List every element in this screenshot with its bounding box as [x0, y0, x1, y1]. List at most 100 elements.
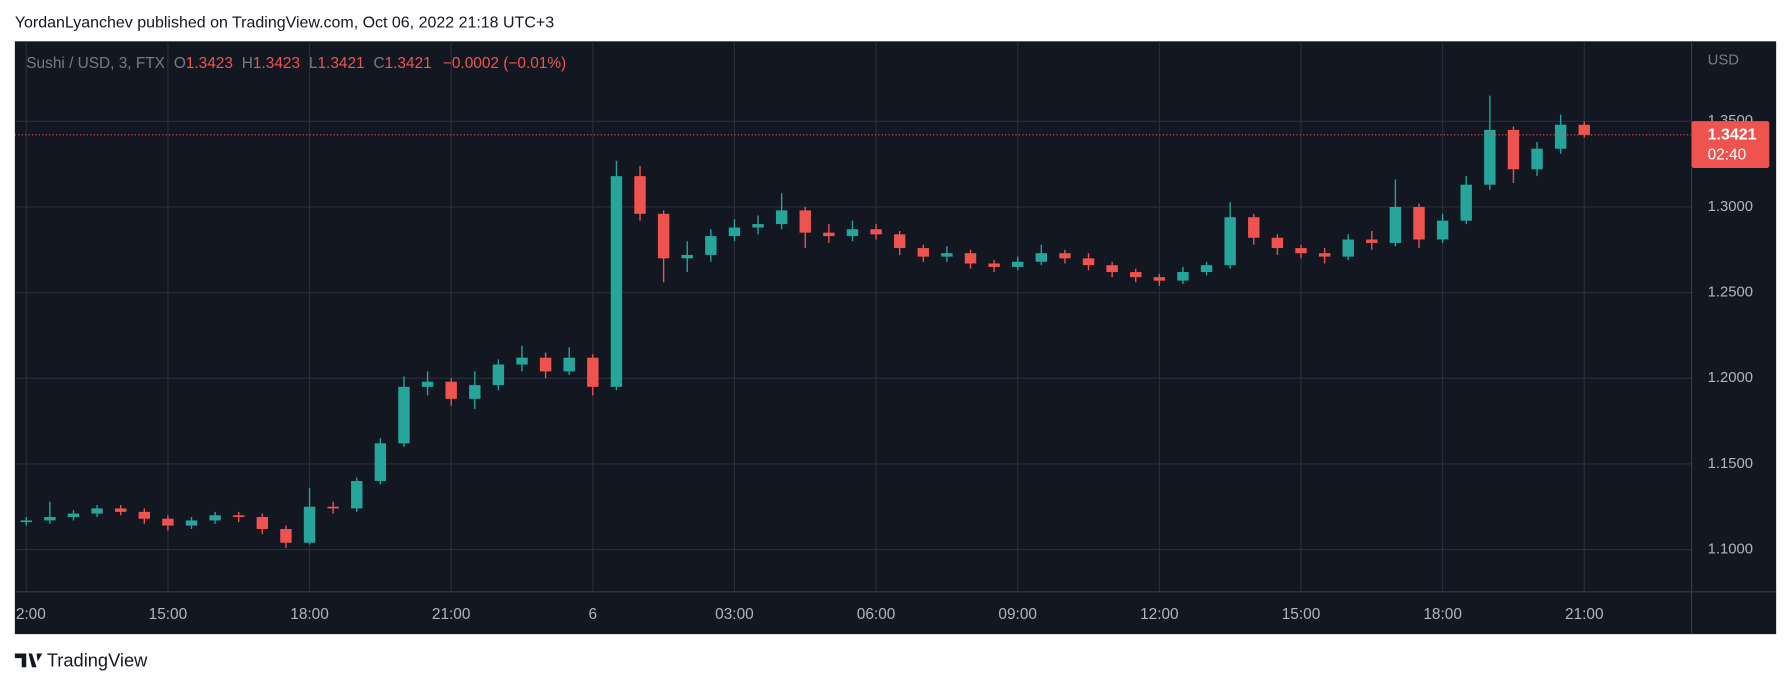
candle-body	[20, 520, 32, 523]
candle-body	[1059, 253, 1071, 259]
candle-body	[893, 234, 906, 249]
candle-body	[1389, 206, 1402, 243]
candle-body	[445, 381, 457, 399]
y-tick-label: 1.3000	[1708, 199, 1753, 215]
legend-key: H	[242, 55, 253, 72]
candle-body	[1318, 253, 1331, 257]
candle-body	[469, 385, 481, 399]
candle-body	[280, 528, 292, 543]
candle-body	[398, 386, 410, 444]
candle-body	[988, 263, 1000, 267]
legend-key: L	[309, 55, 318, 72]
x-tick-label: 06:00	[857, 606, 896, 623]
candle-body	[1012, 261, 1024, 267]
candle-body	[256, 517, 269, 529]
candle-body	[327, 506, 339, 509]
candle-body	[657, 213, 670, 259]
candle-body	[752, 224, 764, 228]
candle-body	[1460, 184, 1472, 221]
candle-body	[1224, 217, 1236, 266]
legend-value: 1.3421	[385, 55, 432, 72]
axes: 1.10001.15001.20001.25001.30001.35002:00…	[16, 113, 1770, 623]
candle-body	[964, 253, 977, 264]
last-price-label: 1.3421	[1708, 127, 1757, 144]
candle-body	[846, 229, 859, 237]
candle-body	[492, 364, 505, 386]
candle-body	[917, 248, 930, 257]
brand-logo	[14, 653, 43, 668]
candle-body	[1271, 237, 1284, 249]
candle-body	[516, 357, 528, 365]
candle-body	[1200, 265, 1213, 273]
candle-body	[587, 357, 599, 387]
candle-body	[1413, 206, 1425, 240]
candle-body	[1554, 124, 1567, 149]
candle-body	[1484, 129, 1496, 185]
candle-body	[1366, 239, 1378, 243]
symbol: Sushi / USD, 3, FTX	[26, 55, 165, 72]
candle-body	[67, 513, 80, 518]
candle-body	[162, 518, 174, 526]
x-tick-label: 18:00	[290, 606, 329, 623]
candle-body	[421, 381, 434, 387]
candle-body	[539, 357, 552, 372]
legend-value: 1.3423	[253, 55, 300, 72]
candle-body	[870, 229, 882, 235]
x-tick-label: 09:00	[998, 606, 1037, 623]
candles	[14, 95, 1692, 548]
currency-label: USD	[1708, 53, 1739, 69]
countdown-label: 02:40	[1708, 146, 1747, 163]
candle-body	[610, 176, 623, 387]
y-tick-label: 1.2000	[1708, 370, 1753, 386]
legend-key: C	[373, 55, 384, 72]
x-tick-label: 6	[589, 606, 598, 623]
candle-body	[681, 254, 693, 259]
publish-info: YordanLyanchev published on TradingView.…	[15, 14, 554, 31]
candle-body	[563, 357, 575, 372]
candle-body	[799, 210, 811, 233]
x-tick-label: 21:00	[1565, 606, 1604, 623]
candle-body	[1130, 272, 1142, 278]
candle-body	[1082, 258, 1095, 266]
x-tick-label: 03:00	[715, 606, 754, 623]
candle-body	[705, 236, 717, 255]
legend-value: 1.3423	[186, 55, 233, 72]
candle-body	[1153, 277, 1166, 281]
candle-body	[1248, 217, 1260, 238]
candle-body	[1342, 239, 1354, 257]
grid	[14, 41, 1692, 592]
legend: Sushi / USD, 3, FTX O1.3423 H1.3423 L1.3…	[26, 55, 566, 72]
candle-body	[634, 176, 646, 214]
candle-body	[941, 253, 953, 257]
candle-body	[1436, 220, 1449, 240]
y-tick-label: 1.1000	[1708, 541, 1753, 557]
x-tick-label: 12:00	[1140, 606, 1179, 623]
candle-body	[185, 520, 198, 526]
candle-body	[233, 515, 245, 518]
candle-body	[351, 481, 363, 509]
x-tick-label: 2:00	[16, 606, 46, 623]
x-tick-label: 18:00	[1423, 606, 1462, 623]
candle-body	[1507, 129, 1520, 170]
x-tick-label: 15:00	[149, 606, 188, 623]
legend-key: O	[174, 55, 186, 72]
y-tick-label: 1.2500	[1708, 285, 1753, 301]
candle-body	[1531, 148, 1543, 170]
candle-body	[303, 506, 316, 543]
x-tick-label: 21:00	[432, 606, 471, 623]
brand: TradingView	[47, 649, 148, 670]
y-tick-label: 1.1500	[1708, 456, 1753, 472]
candle-body	[44, 517, 56, 521]
candle-body	[728, 227, 741, 237]
candle-body	[138, 511, 151, 519]
candle-body	[1295, 248, 1307, 254]
x-tick-label: 15:00	[1282, 606, 1321, 623]
last-price-box	[1691, 121, 1770, 168]
candle-body	[823, 232, 835, 237]
candle-body	[209, 515, 221, 521]
candle-body	[91, 508, 103, 514]
legend-value: 1.3421	[317, 55, 364, 72]
candle-body	[775, 210, 788, 225]
